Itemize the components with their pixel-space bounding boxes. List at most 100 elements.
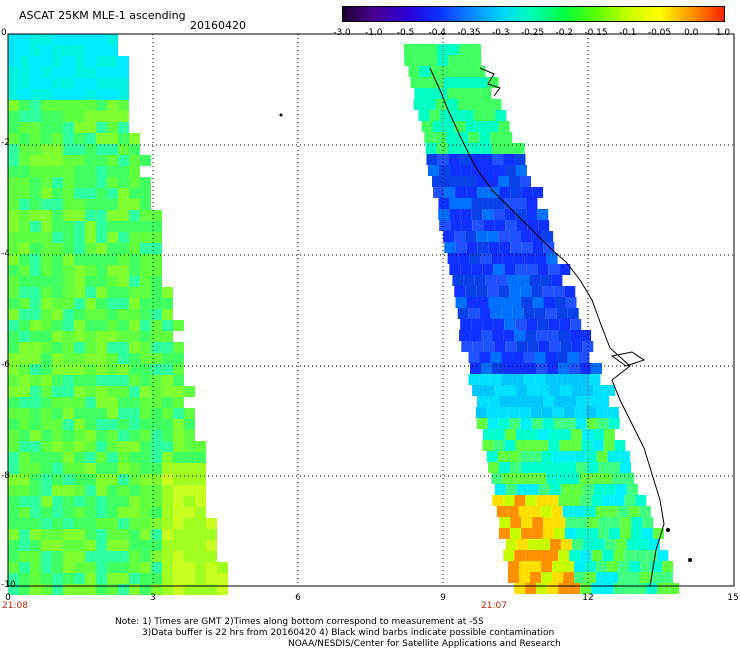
swath-cell (85, 342, 96, 353)
swath-cell (85, 353, 96, 364)
swath-cell (514, 330, 526, 341)
swath-cell (541, 561, 553, 572)
swath-cell (19, 320, 30, 331)
swath-cell (162, 309, 173, 320)
swath-cell (30, 298, 41, 309)
swath-cell (85, 133, 96, 144)
swath-cell (206, 562, 217, 573)
swath-cell (85, 320, 96, 331)
swath-cell (85, 408, 96, 419)
swath-cell (448, 55, 460, 66)
swath-cell (107, 353, 118, 364)
swath-cell (63, 254, 74, 265)
swath-cell (162, 353, 173, 364)
swath-cell (443, 121, 455, 132)
swath-cell (74, 584, 85, 595)
swath-cell (162, 342, 173, 353)
swath-cell (162, 452, 173, 463)
swath-cell (19, 540, 30, 551)
swath-cell (74, 111, 85, 122)
swath-cell (487, 418, 499, 429)
swath-cell (574, 407, 586, 418)
swath-cell (589, 374, 601, 385)
swath-cell (96, 133, 107, 144)
swath-cell (107, 364, 118, 375)
swath-cell (129, 419, 140, 430)
swath-cell (30, 199, 41, 210)
swath-cell (41, 529, 52, 540)
swath-cell (458, 88, 470, 99)
swath-cell (560, 385, 572, 396)
swath-cell (74, 551, 85, 562)
swath-cell (505, 539, 517, 550)
swath-cell (470, 55, 482, 66)
swath-cell (513, 253, 525, 264)
swath-cell (184, 573, 195, 584)
swath-cell (19, 45, 30, 56)
swath-cell (41, 287, 52, 298)
swath-cell (107, 199, 118, 210)
swath-cell (596, 572, 608, 583)
swath-cell (520, 286, 532, 297)
swath-cell (173, 496, 184, 507)
swath-cell (8, 430, 19, 441)
swath-cell (635, 583, 647, 594)
swath-cell (602, 550, 614, 561)
swath-cell (499, 517, 511, 528)
swath-cell (30, 144, 41, 155)
swath-cell (162, 485, 173, 496)
swath-cell (30, 386, 41, 397)
swath-cell (52, 540, 63, 551)
swath-cell (512, 352, 524, 363)
swath-cell (129, 562, 140, 573)
swath-cell (601, 473, 613, 484)
y-tick-label: -8 (1, 471, 10, 481)
swath-cell (118, 166, 129, 177)
swath-cell (107, 188, 118, 199)
swath-cell (490, 99, 502, 110)
swath-cell (8, 518, 19, 529)
swath-cell (512, 374, 524, 385)
swath-cell (538, 484, 550, 495)
swath-cell (140, 562, 151, 573)
swath-cell (107, 551, 118, 562)
swath-cell (19, 34, 30, 45)
swath-cell (425, 88, 437, 99)
swath-cell (118, 419, 129, 430)
swath-cell (502, 253, 514, 264)
swath-cell (19, 78, 30, 89)
swath-cell (85, 331, 96, 342)
swath-cell (482, 429, 494, 440)
swath-cell (574, 561, 586, 572)
swath-cell (546, 473, 558, 484)
swath-cell (554, 462, 566, 473)
swath-cell (465, 286, 477, 297)
swath-cell (30, 67, 41, 78)
swath-cell (118, 386, 129, 397)
swath-cell (578, 352, 590, 363)
swath-cell (129, 474, 140, 485)
swath-cell (118, 540, 129, 551)
swath-cell (19, 485, 30, 496)
swath-cell (184, 408, 195, 419)
swath-cell (547, 550, 559, 561)
swath-cell (63, 199, 74, 210)
swath-cell (421, 77, 433, 88)
swath-cell (520, 231, 532, 242)
swath-cell (536, 550, 548, 561)
swath-cell (437, 55, 449, 66)
swath-cell (129, 155, 140, 166)
swath-cell (532, 242, 544, 253)
swath-cell (118, 100, 129, 111)
swath-cell (184, 551, 195, 562)
swath-cell (129, 133, 140, 144)
swath-cell (140, 210, 151, 221)
swath-cell (162, 551, 173, 562)
swath-cell (118, 507, 129, 518)
swath-cell (173, 375, 184, 386)
note-line-3: NOAA/NESDIS/Center for Satellite Applica… (288, 639, 561, 649)
swath-cell (8, 364, 19, 375)
swath-cell (52, 485, 63, 496)
swath-cell (173, 452, 184, 463)
swath-cell (8, 353, 19, 364)
